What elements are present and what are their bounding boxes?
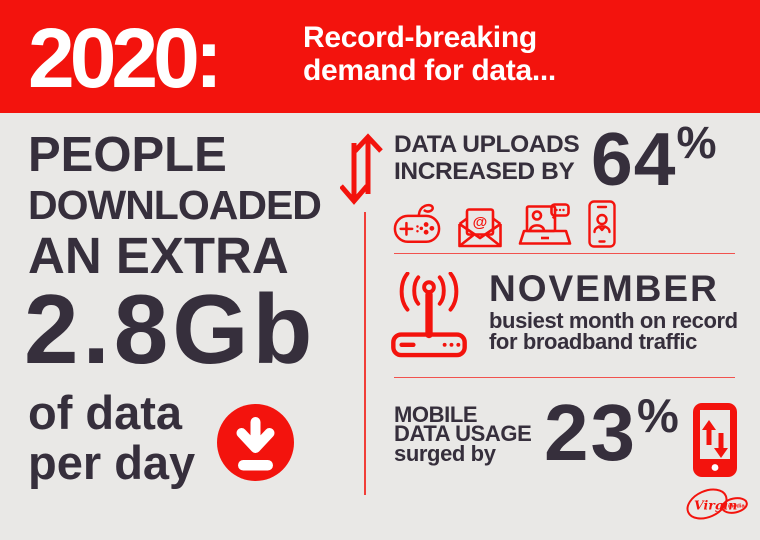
left-statement-line2: DOWNLOADED <box>28 182 322 228</box>
uploads-activity-icons: @ <box>392 199 617 249</box>
uploads-label-line2: INCREASED BY <box>394 157 575 185</box>
mobile-stat: 23% <box>544 392 679 473</box>
uploads-label: DATA UPLOADS INCREASED BY <box>394 131 580 185</box>
section-divider-1 <box>394 253 735 255</box>
smartphone-user-icon <box>588 200 616 248</box>
mobile-stat-value: 23 <box>544 388 637 477</box>
virgin-media-logo: Virgin media <box>686 488 748 520</box>
download-circle-icon <box>217 404 294 481</box>
mobile-stat-unit: % <box>636 389 679 442</box>
november-title: NOVEMBER <box>489 268 719 309</box>
up-down-arrows-icon <box>340 133 383 205</box>
uploads-stat-value: 64 <box>591 117 677 201</box>
left-statement-line5: per day <box>28 436 196 489</box>
email-at-icon: @ <box>458 208 502 248</box>
header-year: 2020: <box>28 11 223 105</box>
november-subtitle-line1: busiest month on record <box>489 308 738 333</box>
wifi-router-icon <box>391 272 467 358</box>
left-statement-line3: AN EXTRA <box>28 227 289 284</box>
left-statement-value: 2.8Gb <box>24 274 317 384</box>
mobile-label: MOBILE DATA USAGE surged by <box>394 402 532 466</box>
november-subtitle: busiest month on record for broadband tr… <box>489 308 738 354</box>
mobile-label-line1: MOBILE <box>394 402 478 427</box>
november-subtitle-line2: for broadband traffic <box>489 328 697 354</box>
phone-data-transfer-icon <box>693 403 737 477</box>
section-divider-2 <box>394 377 735 379</box>
header-banner: 2020: Record-breaking demand for data... <box>0 0 760 113</box>
left-statement-line4: of data <box>28 386 183 439</box>
logo-brand-name: Virgin <box>694 498 737 513</box>
left-statement-line1: PEOPLE <box>28 128 227 182</box>
at-glyph: @ <box>473 214 488 231</box>
game-controller-icon <box>393 203 441 244</box>
header-title-line2: demand for data... <box>303 54 556 87</box>
mobile-label-line3: surged by <box>394 440 496 466</box>
laptop-video-call-icon <box>518 203 572 245</box>
uploads-label-line1: DATA UPLOADS <box>394 131 580 158</box>
mobile-label-line2: DATA USAGE <box>394 421 532 447</box>
header-title: Record-breaking demand for data... <box>303 21 556 87</box>
uploads-stat-unit: % <box>676 117 717 168</box>
uploads-stat: 64% <box>591 120 716 197</box>
header-title-line1: Record-breaking <box>303 21 537 54</box>
vertical-divider <box>364 212 366 495</box>
logo-brand-suffix: media <box>728 504 746 510</box>
